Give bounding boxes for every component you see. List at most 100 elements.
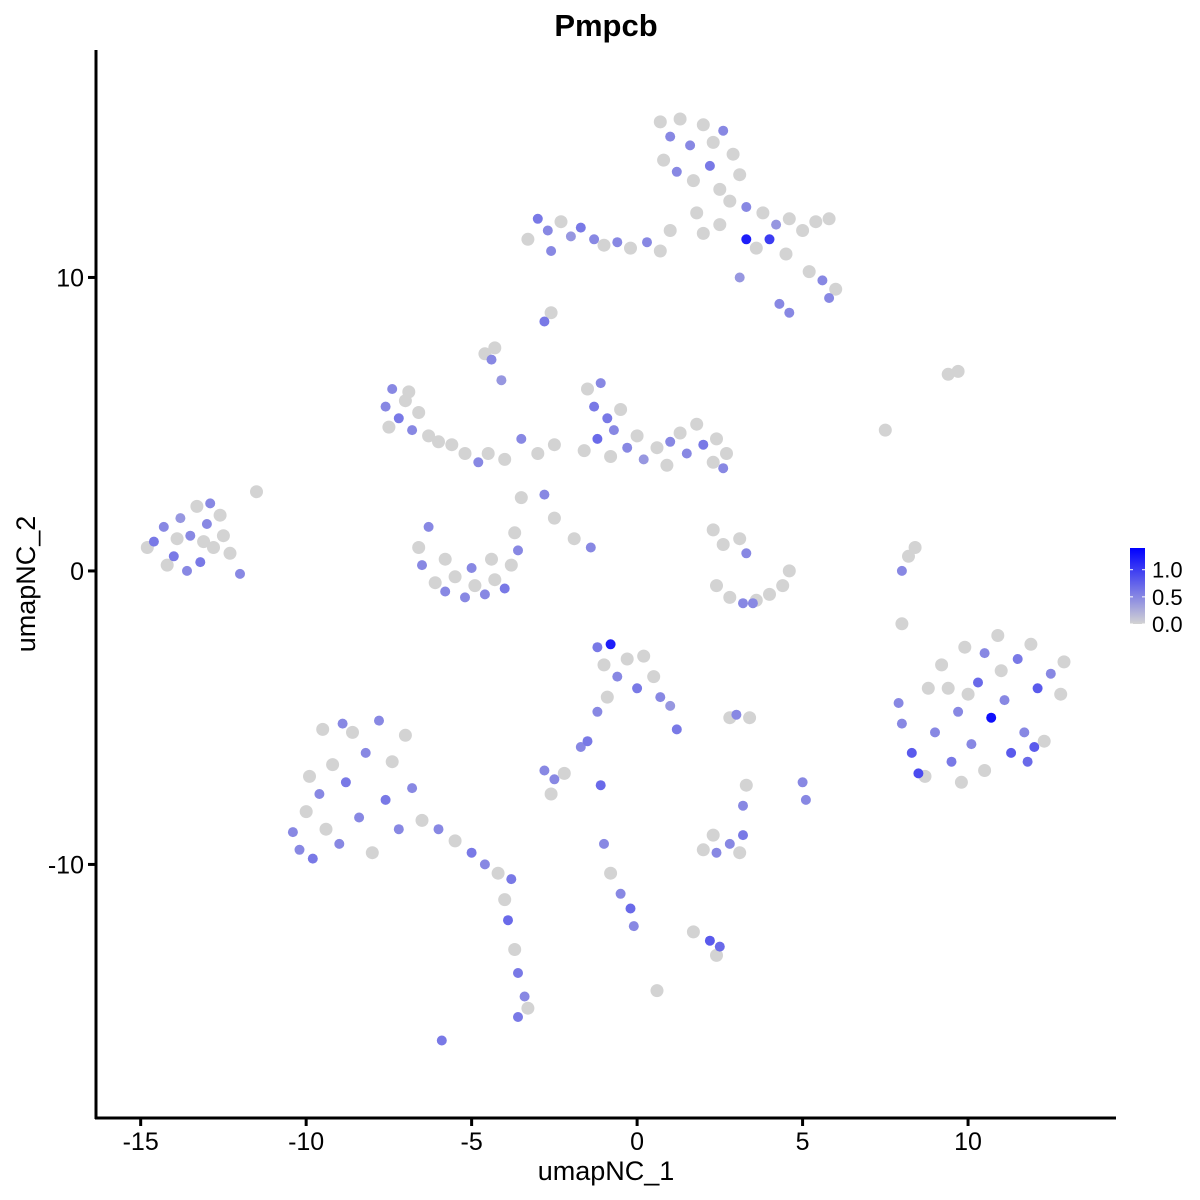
cell-point bbox=[412, 406, 426, 419]
x-tick-label: 0 bbox=[630, 1128, 644, 1156]
cell-point bbox=[776, 579, 790, 593]
cell-point bbox=[614, 403, 628, 416]
cell-point bbox=[723, 194, 737, 208]
cell-point bbox=[653, 115, 667, 129]
cell-point bbox=[160, 558, 174, 572]
cell-point bbox=[723, 590, 737, 604]
cell-point bbox=[592, 642, 603, 653]
cell-point bbox=[797, 777, 808, 788]
cell-point bbox=[647, 670, 661, 684]
cell-point bbox=[531, 447, 545, 460]
cell-point bbox=[197, 535, 211, 549]
cell-point bbox=[314, 789, 325, 799]
cell-point bbox=[565, 231, 576, 242]
cell-point bbox=[539, 765, 550, 776]
cell-point bbox=[599, 838, 609, 849]
cell-point bbox=[402, 385, 416, 399]
cell-point bbox=[380, 401, 391, 412]
cell-point bbox=[436, 1035, 447, 1046]
cell-point bbox=[481, 447, 495, 460]
cell-point bbox=[720, 447, 733, 460]
cell-point bbox=[724, 838, 735, 849]
cell-point bbox=[671, 166, 682, 177]
points-layer bbox=[140, 112, 1071, 1046]
x-tick-label: -5 bbox=[461, 1128, 483, 1156]
cell-point bbox=[380, 794, 391, 805]
cell-point bbox=[521, 1001, 535, 1015]
cell-point bbox=[216, 529, 230, 543]
cell-point bbox=[973, 677, 983, 688]
cell-point bbox=[1045, 668, 1056, 679]
cell-point bbox=[733, 532, 747, 546]
cell-point bbox=[718, 125, 729, 136]
cell-point bbox=[747, 598, 758, 609]
cell-point bbox=[491, 866, 505, 880]
cell-point bbox=[168, 551, 179, 562]
cell-point bbox=[681, 448, 692, 459]
cell-point bbox=[479, 859, 490, 870]
cell-point bbox=[994, 664, 1008, 678]
cell-point bbox=[991, 629, 1005, 642]
cell-point bbox=[175, 513, 186, 524]
cell-point bbox=[756, 206, 770, 220]
cell-point bbox=[519, 991, 530, 1002]
cell-point bbox=[612, 237, 623, 248]
cell-point bbox=[299, 805, 313, 819]
cell-point bbox=[504, 558, 518, 572]
cell-point bbox=[354, 812, 365, 823]
cell-point bbox=[532, 213, 543, 224]
cell-point bbox=[878, 423, 892, 437]
y-tick-label: -10 bbox=[48, 851, 84, 879]
cell-point bbox=[303, 769, 316, 783]
cell-point bbox=[731, 709, 742, 720]
cell-point bbox=[1022, 756, 1033, 767]
cell-point bbox=[726, 147, 740, 161]
colorbar bbox=[1130, 548, 1145, 624]
cell-point bbox=[575, 742, 586, 752]
cell-point bbox=[733, 846, 747, 860]
cell-point bbox=[337, 718, 348, 729]
cell-point bbox=[448, 570, 462, 584]
cell-point bbox=[466, 847, 477, 858]
cell-point bbox=[385, 755, 399, 769]
cell-point bbox=[498, 452, 512, 466]
cell-point bbox=[749, 241, 763, 255]
cell-point bbox=[595, 378, 606, 389]
cell-point bbox=[597, 238, 611, 252]
cell-point bbox=[340, 777, 351, 788]
cell-point bbox=[589, 234, 600, 245]
cell-point bbox=[549, 774, 560, 785]
cell-point bbox=[961, 687, 975, 701]
cell-point bbox=[458, 447, 472, 460]
cell-point bbox=[479, 589, 490, 600]
cell-point bbox=[930, 727, 940, 738]
cell-point bbox=[592, 706, 603, 717]
cell-point bbox=[195, 557, 206, 568]
cell-point bbox=[711, 847, 722, 858]
cell-point bbox=[423, 521, 434, 532]
cell-point bbox=[170, 532, 184, 546]
cell-point bbox=[829, 282, 843, 296]
cell-point bbox=[539, 489, 550, 500]
cell-point bbox=[696, 843, 710, 857]
cell-point bbox=[326, 758, 340, 772]
cell-point bbox=[508, 526, 522, 540]
cell-point bbox=[182, 565, 192, 576]
cell-point bbox=[432, 435, 445, 449]
cell-point bbox=[1057, 655, 1071, 669]
cell-point bbox=[954, 775, 968, 789]
cell-point bbox=[642, 237, 652, 248]
cell-point bbox=[622, 442, 633, 453]
colorbar-legend: 0.00.51.0 bbox=[1130, 548, 1183, 637]
cell-point bbox=[513, 545, 523, 556]
cell-point bbox=[921, 681, 935, 695]
cell-point bbox=[605, 639, 616, 650]
cell-point bbox=[365, 846, 379, 860]
cell-point bbox=[374, 715, 384, 726]
cell-point bbox=[686, 174, 700, 188]
cell-point bbox=[935, 658, 949, 672]
cell-point bbox=[698, 439, 709, 450]
cell-point bbox=[782, 212, 796, 226]
cell-point bbox=[951, 364, 965, 378]
cell-point bbox=[774, 298, 785, 309]
